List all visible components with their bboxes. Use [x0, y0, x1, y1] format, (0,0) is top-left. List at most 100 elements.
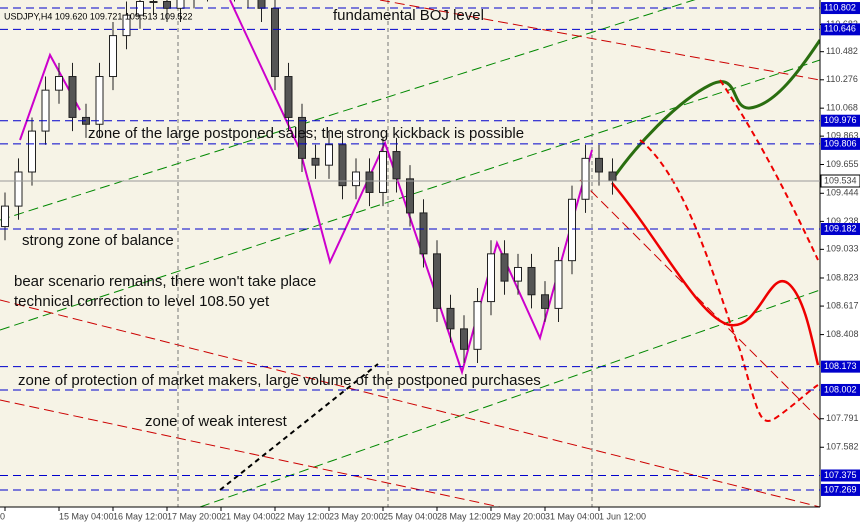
- current-price-label: 109.534: [824, 175, 857, 185]
- level-label: 109.182: [824, 223, 857, 233]
- level-box: [821, 114, 860, 127]
- annotation: strong zone of balance: [22, 232, 174, 249]
- y-tick-label: 109.863: [826, 131, 859, 141]
- trend-line: [0, 399, 501, 507]
- annotation: zone of protection of market makers, lar…: [18, 372, 541, 389]
- arrow: [219, 363, 379, 491]
- candle-body: [419, 212, 428, 255]
- candle-body: [176, 0, 185, 9]
- trend-line: [199, 289, 820, 507]
- annotation: zone of weak interest: [145, 413, 288, 430]
- candle-body: [379, 151, 387, 193]
- price-axis: [820, 0, 860, 526]
- x-tick-label: 17 May 20:00: [167, 511, 222, 521]
- x-tick-label: 22 May 12:00: [275, 511, 330, 521]
- candle-body: [406, 178, 414, 214]
- x-tick-label: 21 May 04:00: [221, 511, 276, 521]
- annotation: zone of the large postponed sales; the s…: [88, 125, 524, 142]
- trend-line: [0, 59, 820, 331]
- candle-body: [473, 301, 482, 350]
- candle-body: [446, 307, 455, 330]
- x-tick-label: 1 Jun 12:00: [599, 511, 646, 521]
- annotation: bear scenario remains, there won't take …: [14, 273, 316, 290]
- y-tick-label: 109.444: [826, 188, 859, 198]
- candle-body: [1, 205, 9, 228]
- candle-body: [527, 266, 536, 296]
- candle-body: [338, 144, 347, 187]
- level-label: 109.976: [824, 115, 857, 125]
- level-label: 108.002: [824, 384, 857, 394]
- annotation: technical correction to level 108.50 yet: [14, 293, 270, 310]
- y-tick-label: 110.482: [826, 46, 858, 56]
- candle-body: [433, 253, 441, 309]
- candle-body: [568, 198, 576, 262]
- candle-body: [365, 171, 374, 193]
- forecast-up: [610, 39, 820, 181]
- forecast-alt: [719, 79, 819, 261]
- y-tick-label: 108.408: [826, 329, 859, 339]
- drawings: [0, 0, 820, 507]
- level-label: 110.646: [824, 24, 856, 34]
- level-box: [821, 360, 860, 373]
- plot-background: [0, 0, 820, 507]
- x-tick-label: 29 May 20:00: [491, 511, 546, 521]
- y-tick-label: 110.276: [826, 74, 858, 84]
- candle-body: [392, 151, 401, 180]
- candle-body: [28, 130, 36, 173]
- y-tick-label: 109.238: [826, 216, 859, 226]
- candle-body: [608, 171, 617, 182]
- candles: [1, 0, 617, 363]
- candle-body: [109, 35, 117, 78]
- candle-body: [163, 1, 171, 9]
- candle-body: [14, 171, 23, 207]
- level-box: [821, 469, 860, 482]
- x-tick-label: 0:00: [0, 511, 5, 521]
- candle-body: [541, 294, 549, 309]
- x-tick-label: 28 May 12:00: [437, 511, 492, 521]
- level-box: [821, 137, 860, 150]
- x-tick-label: 15 May 04:00: [59, 511, 114, 521]
- candle-body: [271, 7, 279, 78]
- candle-body: [581, 157, 590, 200]
- candle-body: [487, 253, 495, 303]
- candle-body: [95, 76, 104, 125]
- candle-body: [595, 157, 603, 173]
- level-box: [821, 223, 860, 236]
- chart-title: USDJPY,H4 109.620 109.721 109.513 109.52…: [4, 11, 193, 21]
- trend-line: [0, 0, 696, 221]
- x-tick-label: 25 May 04:00: [383, 511, 438, 521]
- level-box: [821, 483, 860, 496]
- trend-line: [0, 299, 820, 507]
- x-tick-label: 16 May 12:00: [113, 511, 168, 521]
- y-tick-label: 108.823: [826, 272, 859, 282]
- level-label: 108.173: [824, 361, 857, 371]
- candle-body: [352, 171, 360, 187]
- candle-body: [55, 76, 63, 91]
- candle-body: [298, 116, 306, 159]
- candle-body: [500, 253, 509, 282]
- x-tick-label: 23 May 20:00: [329, 511, 384, 521]
- candle-body: [311, 157, 320, 166]
- candle-body: [325, 144, 333, 166]
- level-label: 110.802: [824, 2, 856, 12]
- candle-body: [149, 1, 158, 4]
- y-tick-label: 109.655: [826, 159, 859, 169]
- level-label: 107.269: [824, 484, 857, 494]
- y-tick-label: 109.033: [826, 244, 859, 254]
- y-tick-label: 107.582: [826, 442, 859, 452]
- candle-body: [284, 76, 293, 118]
- trend-line: [579, 179, 820, 421]
- level-box: [821, 2, 860, 15]
- candle-body: [257, 0, 266, 9]
- annotation: fundamental BOJ level: [333, 7, 484, 24]
- candle-body: [68, 76, 77, 118]
- level-label: 109.806: [824, 138, 857, 148]
- candle-body: [41, 89, 50, 132]
- level-label: 107.375: [824, 470, 857, 480]
- candle-body: [554, 260, 563, 309]
- candle-body: [460, 328, 468, 350]
- time-axis: [0, 507, 820, 526]
- candle-body: [122, 14, 131, 37]
- x-tick-label: 31 May 04:00: [545, 511, 600, 521]
